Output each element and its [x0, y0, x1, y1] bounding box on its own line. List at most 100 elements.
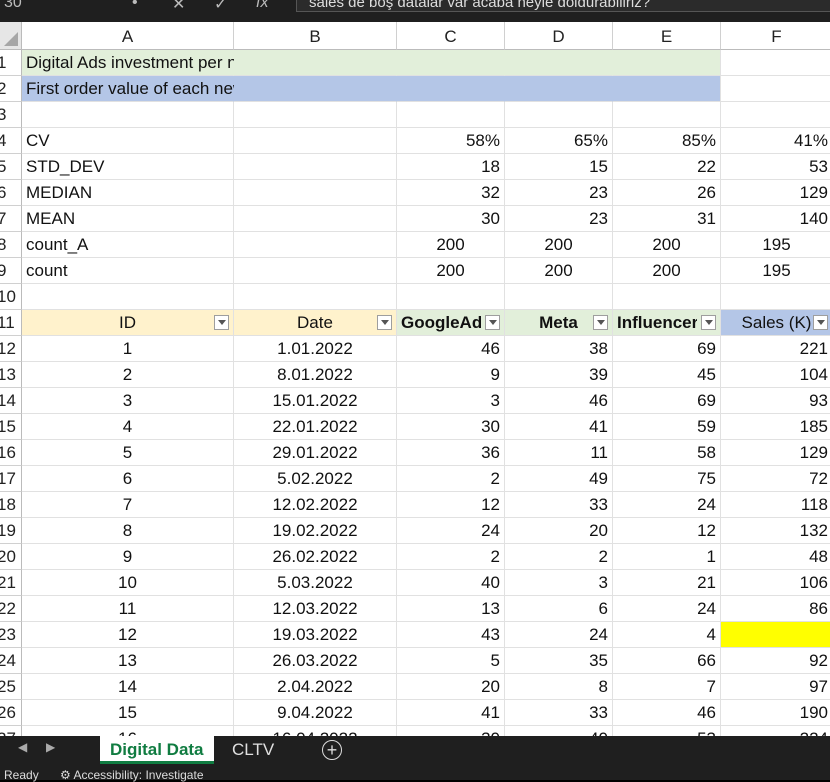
cell-d10[interactable] [505, 284, 613, 310]
cell-c13[interactable]: 9 [397, 362, 505, 388]
cell-d4[interactable]: 65% [505, 128, 613, 154]
enter-icon[interactable]: ✓ [214, 0, 228, 13]
cell-c14[interactable]: 3 [397, 388, 505, 414]
cell-d13[interactable]: 39 [505, 362, 613, 388]
cell-c6[interactable]: 32 [397, 180, 505, 206]
row-header[interactable]: 10 [0, 284, 22, 310]
cell-d15[interactable]: 41 [505, 414, 613, 440]
cell-f12[interactable]: 221 [721, 336, 830, 362]
accessibility-status[interactable]: ⚙ Accessibility: Investigate [60, 768, 204, 782]
cell-d22[interactable]: 6 [505, 596, 613, 622]
cell-b19[interactable]: 19.02.2022 [234, 518, 397, 544]
cell-f15[interactable]: 185 [721, 414, 830, 440]
filter-dropdown-icon[interactable] [377, 315, 392, 330]
cell-c4[interactable]: 58% [397, 128, 505, 154]
cell-f5[interactable]: 53 [721, 154, 830, 180]
cell-c5[interactable]: 18 [397, 154, 505, 180]
cell-b26[interactable]: 9.04.2022 [234, 700, 397, 726]
scroll-right-icon[interactable]: ▶ [46, 740, 56, 754]
cell-f19[interactable]: 132 [721, 518, 830, 544]
cell-e16[interactable]: 58 [613, 440, 721, 466]
cell-e9[interactable]: 200 [613, 258, 721, 284]
cell-e14[interactable]: 69 [613, 388, 721, 414]
column-header-b[interactable]: B [234, 22, 397, 50]
tab-digital-data[interactable]: Digital Data [100, 736, 214, 764]
tab-cltv[interactable]: CLTV [232, 740, 275, 759]
cell-e22[interactable]: 24 [613, 596, 721, 622]
cell-a18[interactable]: 7 [22, 492, 234, 518]
cell-b3[interactable] [234, 102, 397, 128]
cell-c16[interactable]: 36 [397, 440, 505, 466]
row-header[interactable]: 18 [0, 492, 22, 518]
row-header[interactable]: 16 [0, 440, 22, 466]
row-header[interactable]: 7 [0, 206, 22, 232]
row-header[interactable]: 17 [0, 466, 22, 492]
cell-a25[interactable]: 14 [22, 674, 234, 700]
cell-c23[interactable]: 43 [397, 622, 505, 648]
cell-b22[interactable]: 12.03.2022 [234, 596, 397, 622]
cell-f22[interactable]: 86 [721, 596, 830, 622]
row-header[interactable]: 15 [0, 414, 22, 440]
filter-dropdown-icon[interactable] [813, 315, 828, 330]
cell-a13[interactable]: 2 [22, 362, 234, 388]
cell-b1[interactable] [234, 50, 397, 76]
cell-b8[interactable] [234, 232, 397, 258]
row-header[interactable]: 3 [0, 102, 22, 128]
cell-c9[interactable]: 200 [397, 258, 505, 284]
cell-e12[interactable]: 69 [613, 336, 721, 362]
cell-c27[interactable]: 30 [397, 726, 505, 736]
cell-e19[interactable]: 12 [613, 518, 721, 544]
cell-c12[interactable]: 46 [397, 336, 505, 362]
row-header[interactable]: 26 [0, 700, 22, 726]
cell-e18[interactable]: 24 [613, 492, 721, 518]
cell-e23[interactable]: 4 [613, 622, 721, 648]
cell-b4[interactable] [234, 128, 397, 154]
cell-e26[interactable]: 46 [613, 700, 721, 726]
cell-e17[interactable]: 75 [613, 466, 721, 492]
cell-a21[interactable]: 10 [22, 570, 234, 596]
cell-d25[interactable]: 8 [505, 674, 613, 700]
filter-dropdown-icon[interactable] [701, 315, 716, 330]
cell-a24[interactable]: 13 [22, 648, 234, 674]
row-header[interactable]: 14 [0, 388, 22, 414]
cell-c22[interactable]: 13 [397, 596, 505, 622]
cell-f25[interactable]: 97 [721, 674, 830, 700]
cell-c8[interactable]: 200 [397, 232, 505, 258]
cell-c1[interactable] [397, 50, 505, 76]
cell-c15[interactable]: 30 [397, 414, 505, 440]
cell-d19[interactable]: 20 [505, 518, 613, 544]
cell-f18[interactable]: 118 [721, 492, 830, 518]
cell-f24[interactable]: 92 [721, 648, 830, 674]
cell-f13[interactable]: 104 [721, 362, 830, 388]
cell-d20[interactable]: 2 [505, 544, 613, 570]
cell-a17[interactable]: 6 [22, 466, 234, 492]
cell-f21[interactable]: 106 [721, 570, 830, 596]
cell-b10[interactable] [234, 284, 397, 310]
scroll-left-icon[interactable]: ◀ [18, 740, 28, 754]
cell-d5[interactable]: 15 [505, 154, 613, 180]
cell-b12[interactable]: 1.01.2022 [234, 336, 397, 362]
column-header-a[interactable]: A [22, 22, 234, 50]
cell-a22[interactable]: 11 [22, 596, 234, 622]
cell-d17[interactable]: 49 [505, 466, 613, 492]
cell-a27[interactable]: 16 [22, 726, 234, 736]
cell-e5[interactable]: 22 [613, 154, 721, 180]
cell-f14[interactable]: 93 [721, 388, 830, 414]
cell-b21[interactable]: 5.03.2022 [234, 570, 397, 596]
cell-f17[interactable]: 72 [721, 466, 830, 492]
cell-a3[interactable] [22, 102, 234, 128]
cell-c18[interactable]: 12 [397, 492, 505, 518]
cell-e6[interactable]: 26 [613, 180, 721, 206]
cell-f8[interactable]: 195 [721, 232, 830, 258]
cell-f11[interactable]: Sales (K) [721, 310, 830, 336]
row-header[interactable]: 6 [0, 180, 22, 206]
row-header[interactable]: 23 [0, 622, 22, 648]
cell-c7[interactable]: 30 [397, 206, 505, 232]
cell-c10[interactable] [397, 284, 505, 310]
cell-b2[interactable] [234, 76, 397, 102]
row-header[interactable]: 4 [0, 128, 22, 154]
cell-d14[interactable]: 46 [505, 388, 613, 414]
cell-a15[interactable]: 4 [22, 414, 234, 440]
cell-f10[interactable] [721, 284, 830, 310]
cell-d18[interactable]: 33 [505, 492, 613, 518]
